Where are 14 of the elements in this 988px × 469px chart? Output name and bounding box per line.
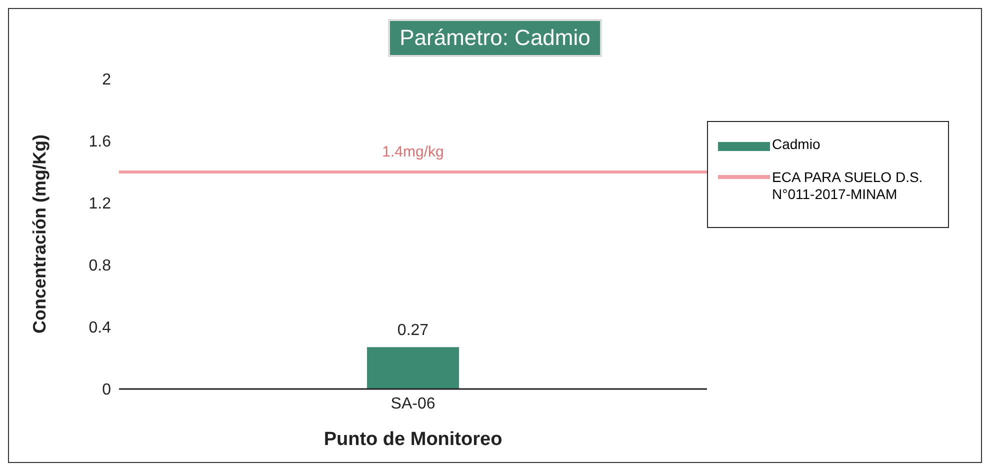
y-tick-label: 0 <box>102 382 112 399</box>
y-tick-label: 1.2 <box>88 196 112 213</box>
chart-title: Parámetro: Cadmio <box>388 19 602 57</box>
legend-label: Cadmio <box>772 136 820 153</box>
y-tick-label: 2 <box>102 72 112 89</box>
x-tick-label: SA-06 <box>390 395 436 412</box>
y-tick-label: 0.8 <box>88 258 112 275</box>
y-axis-title: Concentración (mg/Kg) <box>29 134 50 334</box>
y-tick-label: 1.6 <box>88 134 112 151</box>
legend-label: ECA PARA SUELO D.S. N°011-2017-MINAM <box>772 169 924 203</box>
data-label: 0.27 <box>397 322 429 340</box>
annotation: 1.4mg/kg <box>382 144 444 161</box>
x-axis-title: Punto de Monitoreo <box>324 429 502 450</box>
y-tick-label: 0.4 <box>88 320 112 337</box>
